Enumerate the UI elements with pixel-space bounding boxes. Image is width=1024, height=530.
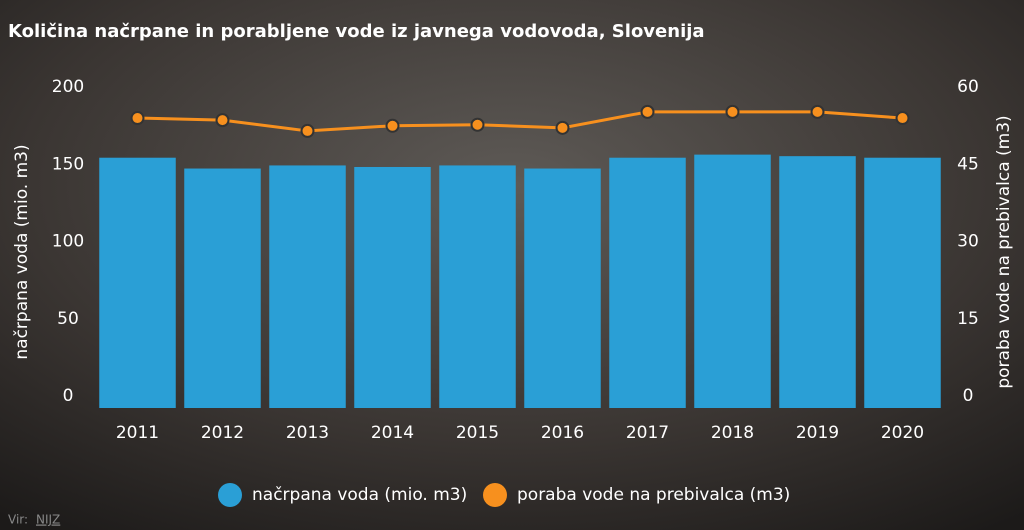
line-point [470, 117, 485, 132]
bar [184, 168, 261, 408]
legend-marker [218, 483, 242, 507]
y2-tick-label: 60 [957, 77, 979, 97]
line-point [215, 113, 230, 128]
bar [609, 157, 686, 408]
y2-tick-label: 15 [957, 309, 979, 329]
source-label: Vir: [8, 513, 28, 527]
bar [99, 157, 176, 408]
x-tick-label: 2013 [286, 423, 329, 443]
line-point [130, 111, 145, 126]
x-tick-label: 2016 [541, 423, 584, 443]
x-tick-label: 2018 [711, 423, 754, 443]
line-point [810, 104, 825, 119]
line-point [300, 123, 315, 138]
legend-marker [483, 483, 507, 507]
bar [694, 154, 771, 408]
x-tick-label: 2017 [626, 423, 669, 443]
legend-label: poraba vode na prebivalca (m3) [517, 485, 790, 505]
x-tick-label: 2019 [796, 423, 839, 443]
y2-axis-title: poraba vode na prebivalca (m3) [994, 115, 1014, 388]
y2-tick-label: 0 [963, 386, 974, 406]
line-point [385, 118, 400, 133]
line [137, 110, 903, 133]
y2-tick-label: 45 [957, 154, 979, 174]
x-tick-label: 2012 [201, 423, 244, 443]
x-tick-label: 2014 [371, 423, 414, 443]
x-tick-label: 2015 [456, 423, 499, 443]
line-point [895, 111, 910, 126]
y-tick-label: 50 [57, 309, 79, 329]
legend-label: načrpana voda (mio. m3) [252, 485, 467, 505]
y-tick-label: 100 [52, 232, 84, 252]
line-point [725, 104, 740, 119]
bar [439, 165, 516, 408]
y-tick-label: 150 [52, 154, 84, 174]
x-tick-label: 2020 [881, 423, 924, 443]
y2-tick-label: 30 [957, 232, 979, 252]
bar [779, 156, 856, 408]
x-tick-label: 2011 [116, 423, 159, 443]
y-tick-label: 0 [63, 386, 74, 406]
chart-title: Količina načrpane in porabljene vode iz … [8, 21, 705, 42]
line-point [555, 120, 570, 135]
bar [354, 166, 431, 408]
bar [864, 157, 941, 408]
source-link[interactable]: NIJZ [36, 513, 60, 527]
y-axis-title: načrpana voda (mio. m3) [12, 144, 32, 359]
bar [524, 168, 601, 408]
y-tick-label: 200 [52, 77, 84, 97]
bar [269, 165, 346, 408]
line-point [640, 104, 655, 119]
